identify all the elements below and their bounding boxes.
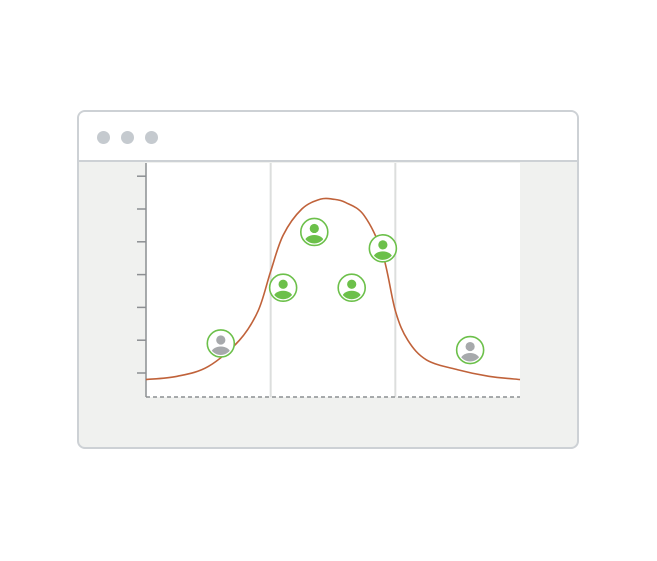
person-marker-5[interactable] — [368, 234, 398, 264]
person-icon — [211, 335, 231, 355]
person-icon — [373, 240, 393, 260]
plot-area — [146, 163, 520, 397]
bell-curve — [145, 197, 521, 381]
person-icon — [460, 341, 480, 362]
window-dot-1[interactable] — [97, 131, 110, 144]
window-dot-2[interactable] — [121, 131, 134, 144]
person-marker-1[interactable] — [206, 329, 236, 360]
person-marker-3[interactable] — [299, 217, 329, 248]
person-icon — [304, 223, 324, 244]
person-marker-2[interactable] — [268, 273, 298, 304]
window-dot-3[interactable] — [145, 131, 158, 144]
person-icon — [342, 279, 362, 300]
person-marker-4[interactable] — [337, 273, 367, 304]
person-marker-6[interactable] — [455, 335, 485, 367]
window-titlebar — [79, 112, 577, 162]
person-icon — [273, 279, 293, 300]
